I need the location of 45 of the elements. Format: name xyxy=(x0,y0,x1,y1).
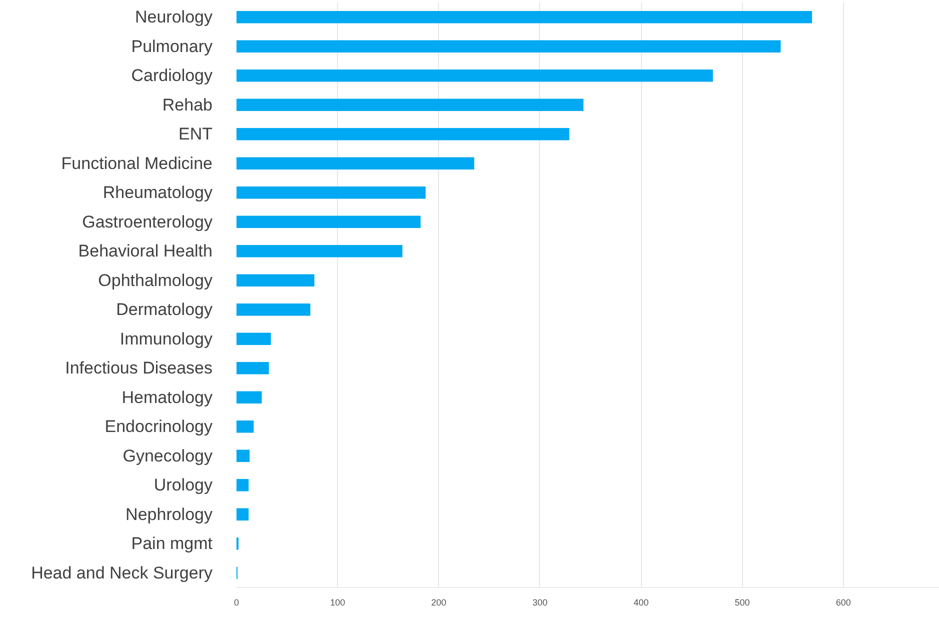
x-tick-label: 200 xyxy=(431,598,446,608)
x-tick-label: 600 xyxy=(836,598,851,608)
y-tick-label: Head and Neck Surgery xyxy=(31,563,213,582)
bar xyxy=(236,391,262,404)
y-tick-label: ENT xyxy=(178,124,212,144)
bar xyxy=(236,274,314,287)
bar xyxy=(236,186,426,199)
x-tick-label: 100 xyxy=(330,598,346,608)
bar xyxy=(236,128,570,140)
bar xyxy=(236,69,713,82)
y-tick-label: Immunology xyxy=(120,329,213,348)
y-tick-label: Behavioral Health xyxy=(78,242,213,261)
bar xyxy=(236,508,249,521)
bar xyxy=(236,98,584,112)
bar xyxy=(236,40,781,53)
y-tick-label: Functional Medicine xyxy=(61,154,213,173)
bar xyxy=(236,10,812,24)
bar xyxy=(236,450,250,462)
y-tick-label: Cardiology xyxy=(131,66,213,86)
bar xyxy=(236,478,249,492)
y-tick-label: Dermatology xyxy=(116,300,213,320)
bar xyxy=(236,244,402,258)
y-tick-label: Pain mgmt xyxy=(131,534,213,554)
bar xyxy=(236,157,474,170)
y-tick-label: Pulmonary xyxy=(131,36,213,56)
y-tick-label: Endocrinology xyxy=(104,417,213,436)
bar xyxy=(236,332,271,346)
bar xyxy=(236,362,269,374)
bar xyxy=(236,216,421,228)
y-tick-label: Gynecology xyxy=(122,446,213,466)
x-tick-label: 500 xyxy=(734,598,750,608)
y-tick-label: Ophthalmology xyxy=(98,270,213,290)
x-tick-label: 300 xyxy=(532,598,548,608)
y-tick-label: Rehab xyxy=(162,95,213,114)
y-tick-label: Hematology xyxy=(122,388,213,407)
y-tick-label: Urology xyxy=(154,476,213,495)
x-tick-label: 0 xyxy=(234,598,240,608)
x-tick-label: 400 xyxy=(634,598,649,608)
y-tick-label: Nephrology xyxy=(126,504,213,524)
y-tick-label: Neurology xyxy=(135,8,213,27)
bar xyxy=(236,420,254,433)
bar xyxy=(236,303,310,316)
y-tick-label: Rheumatology xyxy=(102,183,213,202)
y-tick-label: Gastroenterology xyxy=(82,212,213,232)
y-tick-label: Infectious Diseases xyxy=(65,358,212,378)
